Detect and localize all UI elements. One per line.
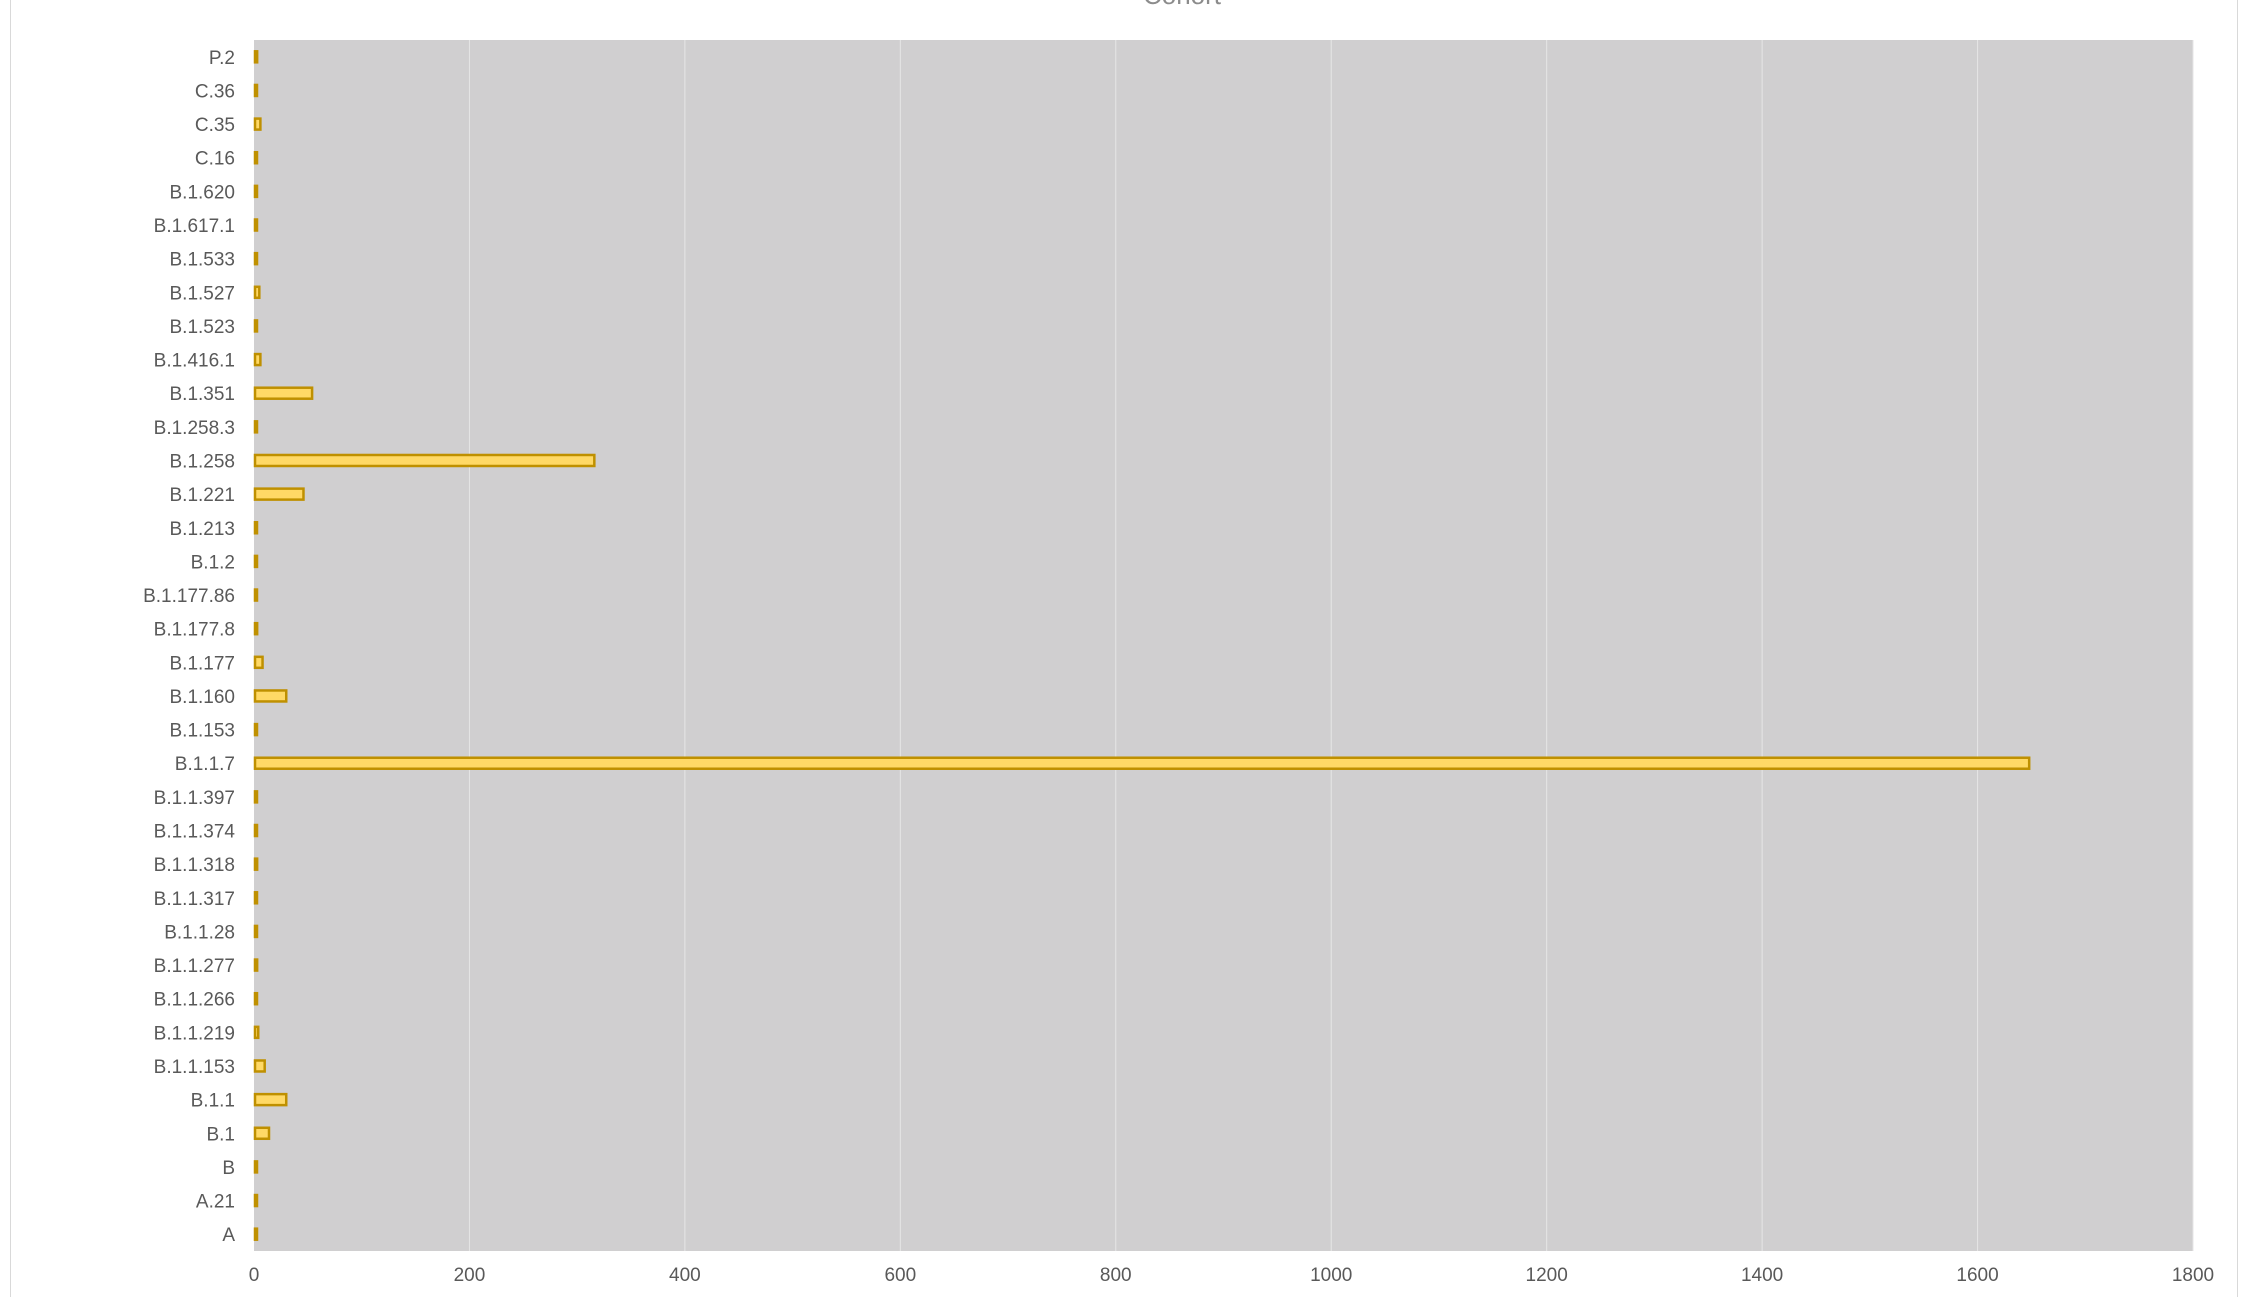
bar-b-1-523 <box>253 319 259 333</box>
bar-b-1-527 <box>253 285 261 300</box>
category-label: B.1.1.374 <box>154 822 236 843</box>
category-label: B.1.2 <box>191 552 235 573</box>
chart-title: Cohort <box>1143 0 1222 10</box>
category-label: B.1.1.277 <box>154 956 235 977</box>
bar-a-21 <box>253 1193 259 1208</box>
category-label: B.1.153 <box>170 721 236 742</box>
category-label: B.1.1.266 <box>154 990 235 1011</box>
category-label: B.1.527 <box>170 283 236 304</box>
bar-c-36 <box>253 83 259 98</box>
bar-b-1-153 <box>253 722 259 737</box>
x-tick-label: 1400 <box>1741 1265 1783 1286</box>
category-label: P.2 <box>209 48 235 69</box>
bar-b-1-620 <box>253 184 259 199</box>
category-labels: A A.21 B B.1 B.1.1 B.1.1.153 B.1.1.219 B.1.1.26… <box>143 48 235 1246</box>
bar-b-1-533 <box>253 251 259 266</box>
bar-b-1-1-318 <box>253 857 259 871</box>
category-label: B.1.1.153 <box>154 1057 235 1078</box>
bar-b-1-177 <box>253 655 264 670</box>
bar-c-35 <box>253 117 262 131</box>
bar-b-1-416-1 <box>253 352 262 367</box>
bar-b-1-617-1 <box>253 218 259 232</box>
bar-b <box>253 1160 259 1174</box>
bar-b-1-1-277 <box>253 958 259 972</box>
bar-p-2 <box>253 50 259 64</box>
bar-b-1-1-397 <box>253 790 259 804</box>
bar-b-1 <box>253 1126 271 1141</box>
x-tick-label: 0 <box>249 1265 260 1286</box>
category-label: B.1.1.317 <box>154 889 235 910</box>
chart-frame-right-border <box>2237 0 2238 1297</box>
category-label: B.1.258.3 <box>154 418 235 439</box>
category-label: B.1.1.7 <box>175 754 235 775</box>
x-tick-label: 200 <box>454 1265 486 1286</box>
category-label: B <box>222 1158 235 1179</box>
category-label: A <box>222 1225 235 1246</box>
x-tick-label: 1200 <box>1526 1265 1568 1286</box>
category-label: B.1.160 <box>170 687 236 708</box>
bar-a <box>253 1227 259 1241</box>
category-label: A.21 <box>196 1192 235 1213</box>
category-label: B.1.177.8 <box>154 620 235 641</box>
bar-b-1-160 <box>253 689 288 703</box>
x-tick-label: 400 <box>669 1265 701 1286</box>
x-tick-label: 1000 <box>1310 1265 1352 1286</box>
bar-b-1-221 <box>253 487 305 501</box>
x-tick-label: 1800 <box>2172 1265 2214 1286</box>
bar-b-1-1-317 <box>253 891 259 905</box>
category-label: B.1.416.1 <box>154 351 235 372</box>
x-tick-label: 600 <box>884 1265 916 1286</box>
bar-b-1-2 <box>253 554 259 569</box>
category-label: B.1.221 <box>170 485 236 506</box>
category-label: B.1.1.318 <box>154 855 235 876</box>
category-label: B.1.617.1 <box>154 216 235 237</box>
category-label: B.1.177 <box>170 653 236 674</box>
category-label: B.1.533 <box>170 250 236 271</box>
category-label: C.35 <box>195 115 235 136</box>
x-tick-label: 1600 <box>1956 1265 1998 1286</box>
bar-b-1-1-374 <box>253 823 259 838</box>
gridlines <box>468 40 2194 1251</box>
category-label: B.1.177.86 <box>143 586 235 607</box>
bar-b-1-1-7 <box>253 756 2031 770</box>
bar-b-1-1 <box>253 1092 288 1107</box>
bar-b-1-351 <box>253 386 314 400</box>
x-axis-tick-labels: 0 200 400 600 800 1000 1200 1400 1600 1800 <box>249 1265 2214 1286</box>
bar-b-1-177-8 <box>253 621 259 636</box>
bar-b-1-1-28 <box>253 924 259 939</box>
bars <box>253 50 2031 1241</box>
chart-frame-left-border <box>10 0 11 1297</box>
bar-b-1-1-219 <box>253 1025 260 1040</box>
bar-b-1-177-86 <box>253 588 259 602</box>
category-label: C.36 <box>195 81 235 102</box>
category-label: B.1 <box>206 1124 235 1145</box>
category-label: B.1.1.28 <box>164 922 235 943</box>
x-tick-label: 800 <box>1100 1265 1132 1286</box>
category-label: B.1.213 <box>170 519 236 540</box>
category-label: B.1.258 <box>170 451 236 472</box>
bar-b-1-1-266 <box>253 991 259 1006</box>
category-label: B.1.351 <box>170 384 236 405</box>
bar-b-1-258 <box>253 453 596 468</box>
plot-area-background <box>254 40 2193 1251</box>
bar-b-1-1-153 <box>253 1059 266 1073</box>
category-label: C.16 <box>195 149 235 170</box>
bar-c-16 <box>253 150 259 165</box>
bar-b-1-258-3 <box>253 420 259 434</box>
category-label: B.1.523 <box>170 317 236 338</box>
bar-b-1-213 <box>253 521 259 535</box>
category-label: B.1.1.397 <box>154 788 235 809</box>
category-label: B.1.1.219 <box>154 1023 235 1044</box>
category-label: B.1.1 <box>191 1091 235 1112</box>
category-label: B.1.620 <box>170 182 236 203</box>
